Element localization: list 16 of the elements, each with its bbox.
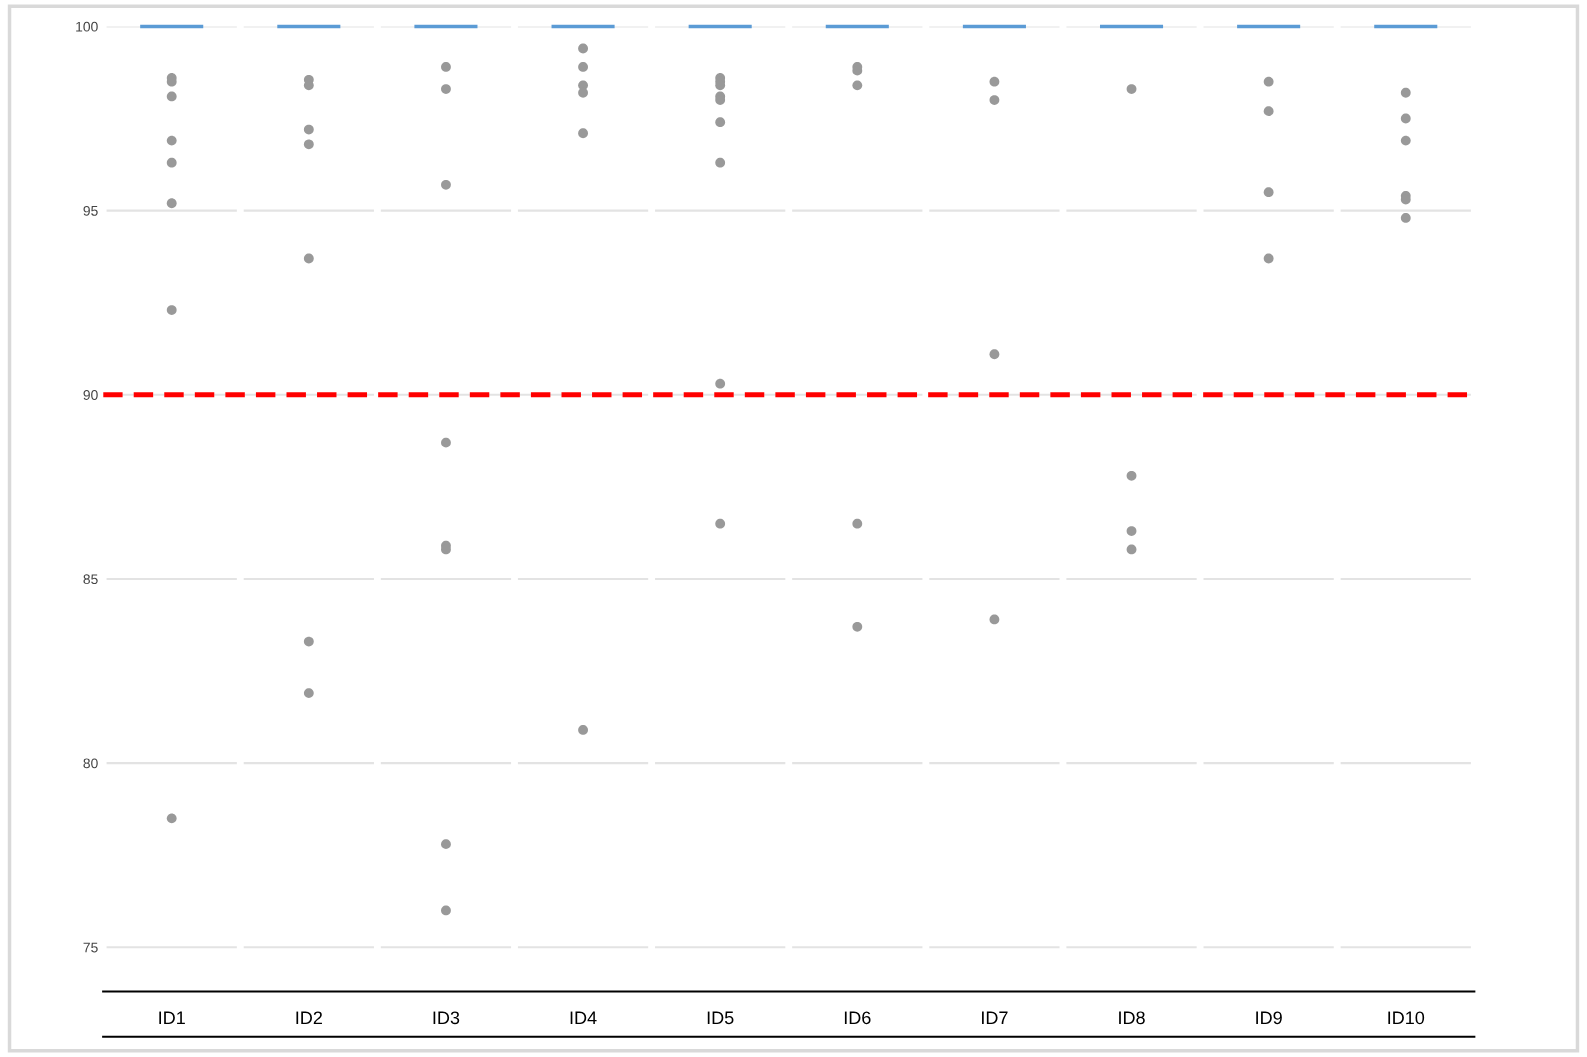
y-tick-label: 90 bbox=[83, 390, 98, 400]
x-tick-label: ID9 bbox=[1256, 1011, 1282, 1025]
x-tick-label: ID4 bbox=[570, 1011, 597, 1024]
x-tick-label: ID2 bbox=[296, 1011, 322, 1024]
x-tick-label: ID6 bbox=[844, 1011, 871, 1025]
y-tick-label: 75 bbox=[83, 942, 98, 953]
y-tick-label: 100 bbox=[76, 21, 98, 32]
y-tick-label: 80 bbox=[83, 758, 98, 769]
x-tick-label: ID5 bbox=[707, 1011, 734, 1025]
x-tick-label: ID7 bbox=[982, 1011, 1008, 1024]
y-tick-label: 95 bbox=[83, 205, 98, 216]
y-tick-label: 85 bbox=[83, 574, 98, 585]
x-tick-label: ID8 bbox=[1119, 1011, 1145, 1025]
x-tick-label: ID3 bbox=[433, 1011, 460, 1025]
x-tick-label: ID1 bbox=[159, 1011, 185, 1024]
x-tick-label: ID10 bbox=[1388, 1011, 1425, 1025]
